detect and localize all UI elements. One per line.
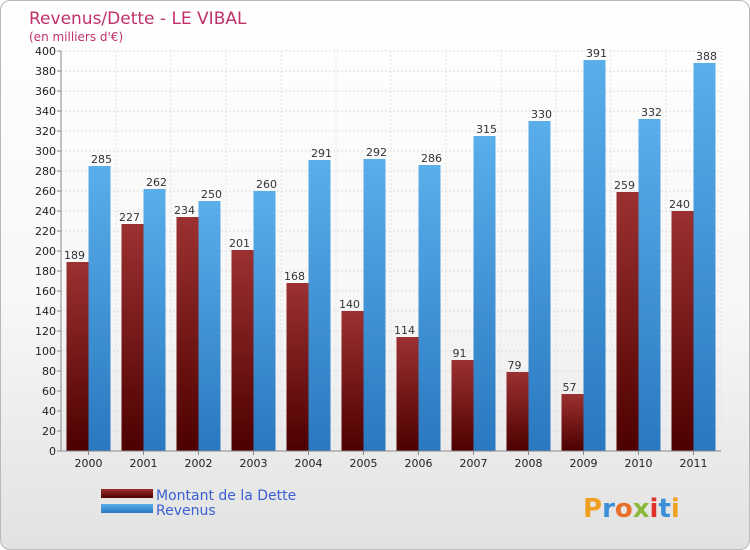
ytick-label: 40 xyxy=(42,405,56,418)
ytick-label: 300 xyxy=(35,145,56,158)
bar-dette-2010 xyxy=(616,192,639,451)
ytick-label: 60 xyxy=(42,385,56,398)
ytick-label: 80 xyxy=(42,365,56,378)
data-label-dette-2002: 234 xyxy=(174,204,195,217)
bar-dette-2003 xyxy=(231,250,254,451)
bar-dette-2001 xyxy=(121,224,144,451)
data-label-dette-2001: 227 xyxy=(119,211,140,224)
data-label-revenus-2007: 315 xyxy=(476,123,497,136)
ytick-label: 200 xyxy=(35,245,56,258)
xtick-label-2005: 2005 xyxy=(350,457,378,470)
bar-dette-2002 xyxy=(176,217,199,451)
bar-revenus-2008 xyxy=(528,121,551,451)
xtick-label-2006: 2006 xyxy=(405,457,433,470)
data-label-revenus-2005: 292 xyxy=(366,146,387,159)
bar-dette-2004 xyxy=(286,283,309,451)
legend: Montant de la Dette Revenus xyxy=(101,488,296,519)
xtick-label-2007: 2007 xyxy=(460,457,488,470)
bar-dette-2000 xyxy=(66,262,89,451)
ytick-label: 400 xyxy=(35,45,56,58)
bar-dette-2011 xyxy=(671,211,694,451)
bar-dette-2007 xyxy=(451,360,474,451)
legend-label-revenus: Revenus xyxy=(156,503,216,519)
data-labels: 189 285 227 262 234 250 201 260 168 291 140 292 114 2… xyxy=(64,47,717,394)
axes: 0 20 40 60 80 100 120 140 160 180 200 220 240 260 280 3… xyxy=(35,45,721,470)
ytick-label: 20 xyxy=(42,425,56,438)
bars xyxy=(66,60,716,451)
xtick-label-2002: 2002 xyxy=(185,457,213,470)
data-label-dette-2011: 240 xyxy=(669,198,690,211)
legend-label-dette: Montant de la Dette xyxy=(156,488,296,504)
ytick-label: 220 xyxy=(35,225,56,238)
svg-text:Proxiti: Proxiti xyxy=(583,494,680,524)
data-label-revenus-2011: 388 xyxy=(696,50,717,63)
data-label-dette-2010: 259 xyxy=(614,179,635,192)
xtick-label-2003: 2003 xyxy=(240,457,268,470)
data-label-revenus-2000: 285 xyxy=(91,153,112,166)
chart-title: Revenus/Dette - LE VIBAL xyxy=(29,9,247,29)
bar-revenus-2003 xyxy=(253,191,276,451)
ytick-label: 160 xyxy=(35,285,56,298)
bar-revenus-2007 xyxy=(473,136,496,451)
ytick-label: 100 xyxy=(35,345,56,358)
data-label-dette-2000: 189 xyxy=(64,249,85,262)
ytick-label: 360 xyxy=(35,85,56,98)
data-label-revenus-2001: 262 xyxy=(146,176,167,189)
xtick-label-2008: 2008 xyxy=(515,457,543,470)
bar-revenus-2004 xyxy=(308,160,331,451)
xtick-label-2000: 2000 xyxy=(75,457,103,470)
xtick-label-2009: 2009 xyxy=(570,457,598,470)
xtick-label-2004: 2004 xyxy=(295,457,323,470)
data-label-dette-2005: 140 xyxy=(339,298,360,311)
bar-revenus-2001 xyxy=(143,189,166,451)
bar-dette-2005 xyxy=(341,311,364,451)
data-label-dette-2008: 79 xyxy=(508,359,522,372)
bar-revenus-2009 xyxy=(583,60,606,451)
data-label-dette-2004: 168 xyxy=(284,270,305,283)
ytick-label: 320 xyxy=(35,125,56,138)
ytick-label: 260 xyxy=(35,185,56,198)
legend-swatch-revenus xyxy=(101,504,153,513)
data-label-dette-2007: 91 xyxy=(453,347,467,360)
bar-revenus-2006 xyxy=(418,165,441,451)
ytick-label: 380 xyxy=(35,65,56,78)
bar-dette-2009 xyxy=(561,394,584,451)
data-label-revenus-2004: 291 xyxy=(311,147,332,160)
bar-dette-2008 xyxy=(506,372,529,451)
bar-revenus-2002 xyxy=(198,201,221,451)
bar-revenus-2011 xyxy=(693,63,716,451)
ytick-label: 340 xyxy=(35,105,56,118)
ytick-label: 120 xyxy=(35,325,56,338)
data-label-revenus-2010: 332 xyxy=(641,106,662,119)
bar-revenus-2005 xyxy=(363,159,386,451)
bar-revenus-2010 xyxy=(638,119,661,451)
data-label-revenus-2009: 391 xyxy=(586,47,607,60)
chart-subtitle: (en milliers d'€) xyxy=(29,30,123,44)
legend-swatch-dette xyxy=(101,489,153,498)
ytick-label: 180 xyxy=(35,265,56,278)
xtick-label-2011: 2011 xyxy=(680,457,708,470)
data-label-dette-2006: 114 xyxy=(394,324,415,337)
xtick-label-2001: 2001 xyxy=(130,457,158,470)
grid xyxy=(60,50,722,452)
data-label-revenus-2006: 286 xyxy=(421,152,442,165)
data-label-revenus-2008: 330 xyxy=(531,108,552,121)
proxiti-logo: Proxiti xyxy=(583,494,680,524)
data-label-dette-2003: 201 xyxy=(229,237,250,250)
data-label-revenus-2003: 260 xyxy=(256,178,277,191)
bar-dette-2006 xyxy=(396,337,419,451)
xtick-label-2010: 2010 xyxy=(625,457,653,470)
ytick-label: 140 xyxy=(35,305,56,318)
ytick-label: 240 xyxy=(35,205,56,218)
data-label-dette-2009: 57 xyxy=(563,381,577,394)
ytick-label: 280 xyxy=(35,165,56,178)
data-label-revenus-2002: 250 xyxy=(201,188,222,201)
ytick-label: 0 xyxy=(49,445,56,458)
bar-revenus-2000 xyxy=(88,166,111,451)
